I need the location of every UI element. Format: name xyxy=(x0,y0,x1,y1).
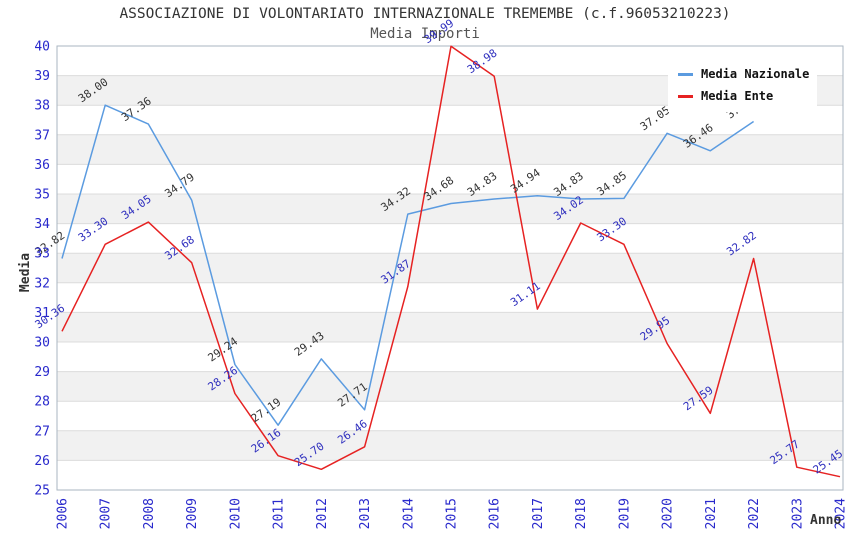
legend-line-swatch-red xyxy=(678,94,693,98)
y-tick-label: 30 xyxy=(34,336,50,351)
y-tick-label: 25 xyxy=(34,484,50,499)
x-tick-label: 2023 xyxy=(790,498,805,529)
point-label: 38.98 xyxy=(465,47,500,77)
point-label: 31.11 xyxy=(508,279,543,309)
x-tick-label: 2016 xyxy=(488,498,503,529)
x-tick-label: 2012 xyxy=(315,498,330,529)
y-tick-label: 29 xyxy=(34,365,50,380)
plot-band xyxy=(57,430,843,461)
y-tick-label: 31 xyxy=(34,306,50,321)
x-tick-label: 2018 xyxy=(574,498,589,529)
x-tick-label: 2024 xyxy=(834,498,849,529)
plot-band xyxy=(57,194,843,224)
series-line-media-ente xyxy=(61,45,841,478)
y-tick-label: 39 xyxy=(34,69,50,84)
point-label: 39.99 xyxy=(422,17,457,47)
plot-band xyxy=(57,253,843,283)
plot-band xyxy=(57,312,843,342)
x-tick-label: 2011 xyxy=(272,498,287,529)
plot-band xyxy=(57,134,843,165)
x-tick-label: 2006 xyxy=(56,498,71,529)
y-tick-label: 37 xyxy=(34,128,50,143)
y-tick-label: 36 xyxy=(34,158,50,173)
chart-title: ASSOCIAZIONE DI VOLONTARIATO INTERNAZION… xyxy=(119,6,731,22)
legend-line-swatch-blue xyxy=(678,72,693,76)
x-tick-label: 2007 xyxy=(99,498,114,529)
x-tick-label: 2015 xyxy=(445,498,460,529)
x-tick-label: 2010 xyxy=(228,498,243,529)
x-tick-label: 2013 xyxy=(358,498,373,529)
y-tick-label: 27 xyxy=(34,424,50,439)
chart-subtitle: Media Importi xyxy=(370,26,480,42)
plot-frame xyxy=(56,45,844,491)
y-tick-label: 33 xyxy=(34,247,50,262)
x-tick-label: 2019 xyxy=(617,498,632,529)
legend: Media Nazionale Media Ente xyxy=(668,58,818,112)
x-tick-label: 2008 xyxy=(142,498,157,529)
legend-label-media-ente: Media Ente xyxy=(701,89,774,103)
x-tick-label: 2020 xyxy=(661,498,676,529)
y-tick-label: 34 xyxy=(34,217,50,232)
series-line-media-nazionale xyxy=(61,104,755,426)
x-axis-title: Anno xyxy=(810,513,842,528)
legend-label-media-nazionale: Media Nazionale xyxy=(701,67,810,81)
x-tick-label: 2017 xyxy=(531,498,546,529)
x-tick-label: 2009 xyxy=(185,498,200,529)
y-tick-label: 32 xyxy=(34,276,50,291)
point-label: 34.94 xyxy=(508,166,543,196)
x-tick-label: 2022 xyxy=(747,498,762,529)
legend-item-media-ente: Media Ente xyxy=(678,85,809,107)
y-tick-label: 26 xyxy=(34,454,50,469)
plot-band xyxy=(57,371,843,402)
y-tick-label: 28 xyxy=(34,395,50,410)
legend-item-media-nazionale: Media Nazionale xyxy=(678,63,809,85)
y-tick-label: 35 xyxy=(34,188,50,203)
x-tick-label: 2021 xyxy=(704,498,719,529)
y-tick-label: 38 xyxy=(34,99,50,114)
y-tick-label: 40 xyxy=(34,40,50,55)
x-tick-label: 2014 xyxy=(401,498,416,529)
